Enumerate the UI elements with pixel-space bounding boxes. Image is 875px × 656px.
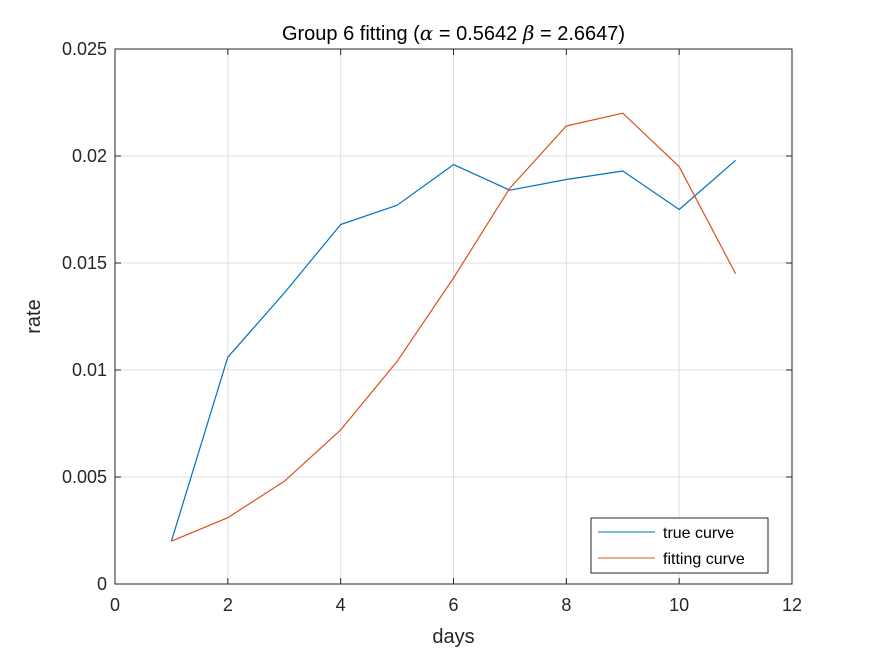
y-tick-label: 0.01 (72, 360, 107, 380)
series-line-fitting-curve (171, 112, 737, 542)
legend-box (590, 517, 769, 574)
series-line-true-curve (170, 159, 736, 542)
y-tick-label: 0.015 (62, 253, 107, 273)
x-tick-label: 12 (782, 595, 802, 615)
title-beta-value: = 2.6647) (534, 23, 625, 45)
legend-label-fitting-curve: fitting curve (663, 551, 745, 568)
y-tick-label: 0 (97, 574, 107, 594)
grid-lines (115, 49, 792, 584)
x-tick-label: 0 (110, 595, 120, 615)
y-tick-label: 0.005 (62, 467, 107, 487)
title-prefix: Group 6 fitting ( (282, 23, 420, 45)
y-tick-labels: 0 0.005 0.01 0.015 0.02 0.025 (62, 39, 107, 594)
chart-title: Group 6 fitting (α = 0.5642 β = 2.6647) (282, 21, 625, 45)
x-axis-label: days (432, 626, 474, 648)
x-tick-label: 8 (561, 595, 571, 615)
y-tick-label: 0.025 (62, 39, 107, 59)
series-layer (170, 112, 737, 542)
y-tick-label: 0.02 (72, 146, 107, 166)
tick-marks (114, 48, 793, 585)
x-tick-label: 4 (336, 595, 346, 615)
alpha-symbol: α (420, 21, 434, 45)
x-tick-label: 10 (669, 595, 689, 615)
legend: true curve fitting curve (590, 517, 769, 574)
legend-label-true-curve: true curve (663, 525, 734, 542)
beta-symbol: β (522, 21, 535, 45)
title-alpha-value: = 0.5642 (433, 23, 523, 45)
y-axis-label: rate (23, 299, 45, 333)
x-tick-label: 2 (223, 595, 233, 615)
x-tick-label: 6 (448, 595, 458, 615)
x-tick-labels: 0 2 4 6 8 10 12 (110, 595, 802, 615)
